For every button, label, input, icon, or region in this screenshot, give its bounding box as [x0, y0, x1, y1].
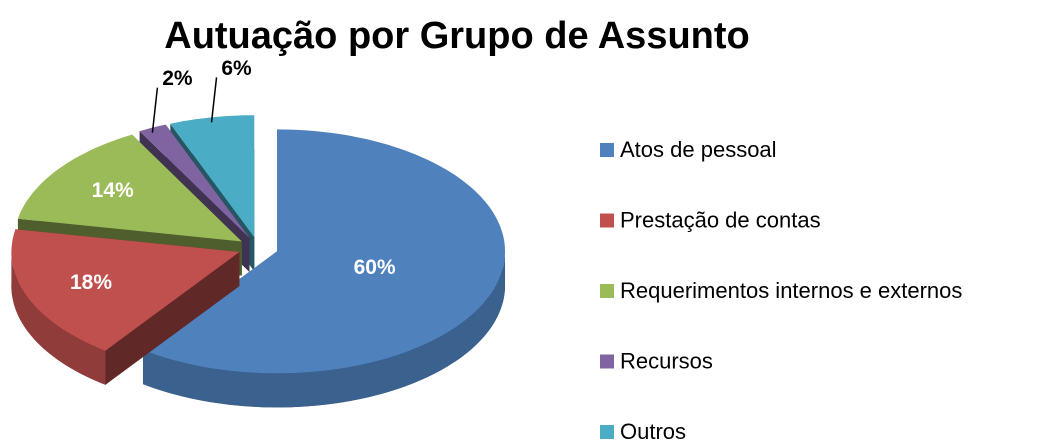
slice [143, 129, 505, 374]
slice [139, 124, 250, 238]
legend-label: Prestação de contas [620, 207, 821, 232]
chart-title: Autuação por Grupo de Assunto [164, 15, 750, 57]
slice-wall [143, 251, 505, 408]
data-label: 2% [162, 67, 193, 90]
legend-label: Requerimentos internos e externos [620, 278, 962, 303]
slice-side [105, 252, 240, 385]
legend-swatch [600, 354, 614, 369]
slice-wall [11, 252, 106, 385]
legend-swatch [600, 425, 614, 439]
slice [170, 115, 255, 238]
data-label: 60% [354, 256, 396, 279]
legend-swatch [600, 213, 614, 228]
data-label: 18% [70, 271, 112, 294]
legend-swatch [600, 284, 614, 298]
leader-line [210, 77, 218, 123]
legend-label: Outros [620, 419, 686, 443]
data-label: 6% [221, 57, 252, 80]
slice [17, 134, 242, 242]
leader-line [151, 87, 159, 133]
slice [11, 229, 240, 351]
legend-swatch [600, 143, 614, 157]
legend-label: Recursos [620, 348, 713, 373]
legend-label: Atos de pessoal [620, 137, 777, 162]
data-label: 14% [92, 179, 134, 202]
